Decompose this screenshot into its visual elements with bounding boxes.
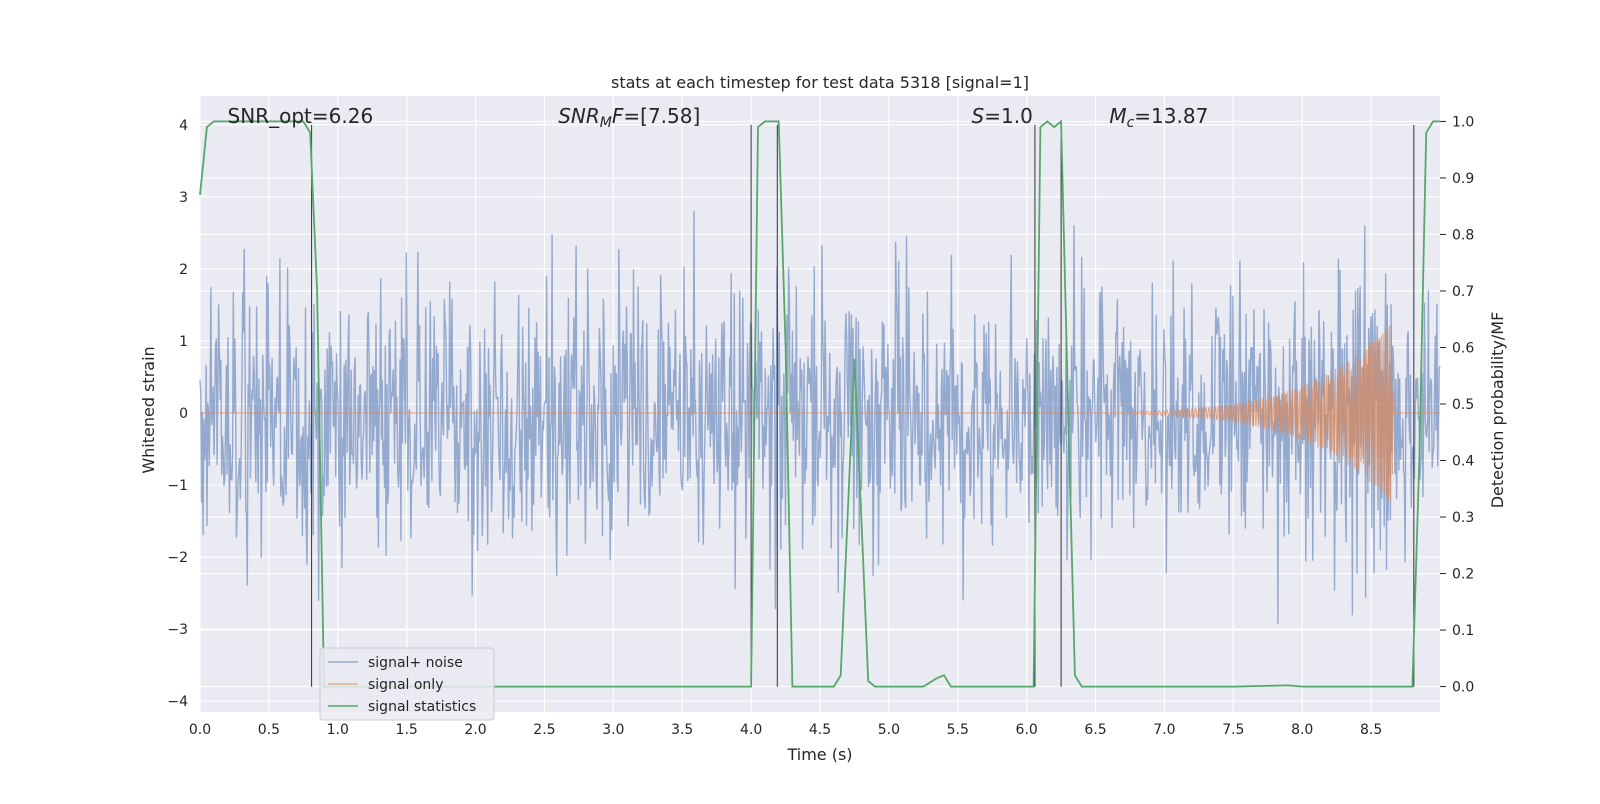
x-tick-label-3: 1.5 xyxy=(396,722,418,738)
x-tick-label-14: 7.0 xyxy=(1153,722,1175,738)
y-left-tick-label-1: 3 xyxy=(179,190,188,206)
x-tick-label-5: 2.5 xyxy=(533,722,555,738)
y-right-tick-label-3: 0.7 xyxy=(1452,284,1474,300)
x-tick-label-2: 1.0 xyxy=(327,722,349,738)
y-left-tick-label-4: 0 xyxy=(179,406,188,422)
y-left-tick-label-2: 2 xyxy=(179,262,188,278)
x-tick-label-13: 6.5 xyxy=(1084,722,1106,738)
y-right-tick-label-10: 0.0 xyxy=(1452,680,1474,696)
x-tick-label-7: 3.5 xyxy=(671,722,693,738)
x-tick-label-9: 4.5 xyxy=(809,722,831,738)
y-right-tick-label-1: 0.9 xyxy=(1452,171,1474,187)
x-tick-label-12: 6.0 xyxy=(1016,722,1038,738)
y-right-tick-label-6: 0.4 xyxy=(1452,454,1474,470)
y-right-tick-label-8: 0.2 xyxy=(1452,567,1474,583)
annotation-snr-opt: SNR_opt=6.26 xyxy=(228,104,374,128)
legend-label-signal-noise: signal+ noise xyxy=(368,655,463,671)
y-left-tick-label-7: −3 xyxy=(167,622,188,638)
y-left-tick-label-6: −2 xyxy=(167,550,188,566)
x-tick-label-11: 5.5 xyxy=(947,722,969,738)
y-right-tick-label-5: 0.5 xyxy=(1452,397,1474,413)
annotation-snr-mf: SNRMF=[7.58] xyxy=(558,104,700,131)
x-tick-label-16: 8.0 xyxy=(1291,722,1313,738)
y-left-tick-label-0: 4 xyxy=(179,118,188,134)
y-left-axis-label: Whitened strain xyxy=(139,346,158,473)
legend-label-signal-only: signal only xyxy=(368,677,443,693)
x-tick-label-17: 8.5 xyxy=(1360,722,1382,738)
y-right-tick-label-0: 1.0 xyxy=(1452,114,1474,130)
x-tick-label-8: 4.0 xyxy=(740,722,762,738)
annotation-mc: Mc=13.87 xyxy=(1109,104,1208,131)
y-right-tick-label-9: 0.1 xyxy=(1452,623,1474,639)
x-tick-label-0: 0.0 xyxy=(189,722,211,738)
y-left-tick-label-5: −1 xyxy=(167,478,188,494)
y-right-tick-label-4: 0.6 xyxy=(1452,340,1474,356)
y-right-tick-label-7: 0.3 xyxy=(1452,510,1474,526)
legend: signal+ noise signal only signal statist… xyxy=(320,648,494,720)
annotation-s: S=1.0 xyxy=(972,104,1033,128)
y-right-axis-ticks: 1.0 0.9 0.8 0.7 0.6 0.5 0.4 0.3 0.2 0.1 0.0 xyxy=(1440,114,1474,695)
legend-label-signal-statistics: signal statistics xyxy=(368,699,476,715)
y-right-tick-label-2: 0.8 xyxy=(1452,227,1474,243)
chart-title: stats at each timestep for test data 531… xyxy=(611,73,1029,92)
y-left-tick-label-8: −4 xyxy=(167,694,188,710)
x-tick-label-4: 2.0 xyxy=(464,722,486,738)
y-left-axis-ticks: 4 3 2 1 0 −1 −2 −3 −4 xyxy=(167,118,188,710)
x-tick-label-1: 0.5 xyxy=(258,722,280,738)
x-tick-label-10: 5.0 xyxy=(878,722,900,738)
y-left-tick-label-3: 1 xyxy=(179,334,188,350)
x-tick-label-6: 3.0 xyxy=(602,722,624,738)
y-right-axis-label: Detection probability/MF xyxy=(1488,312,1507,509)
x-tick-label-15: 7.5 xyxy=(1222,722,1244,738)
x-axis-label: Time (s) xyxy=(786,745,852,764)
x-axis-ticks: 0.0 0.5 1.0 1.5 2.0 2.5 3.0 3.5 4.0 4.5 5.0 5.5 6.0 6… xyxy=(189,722,1382,738)
